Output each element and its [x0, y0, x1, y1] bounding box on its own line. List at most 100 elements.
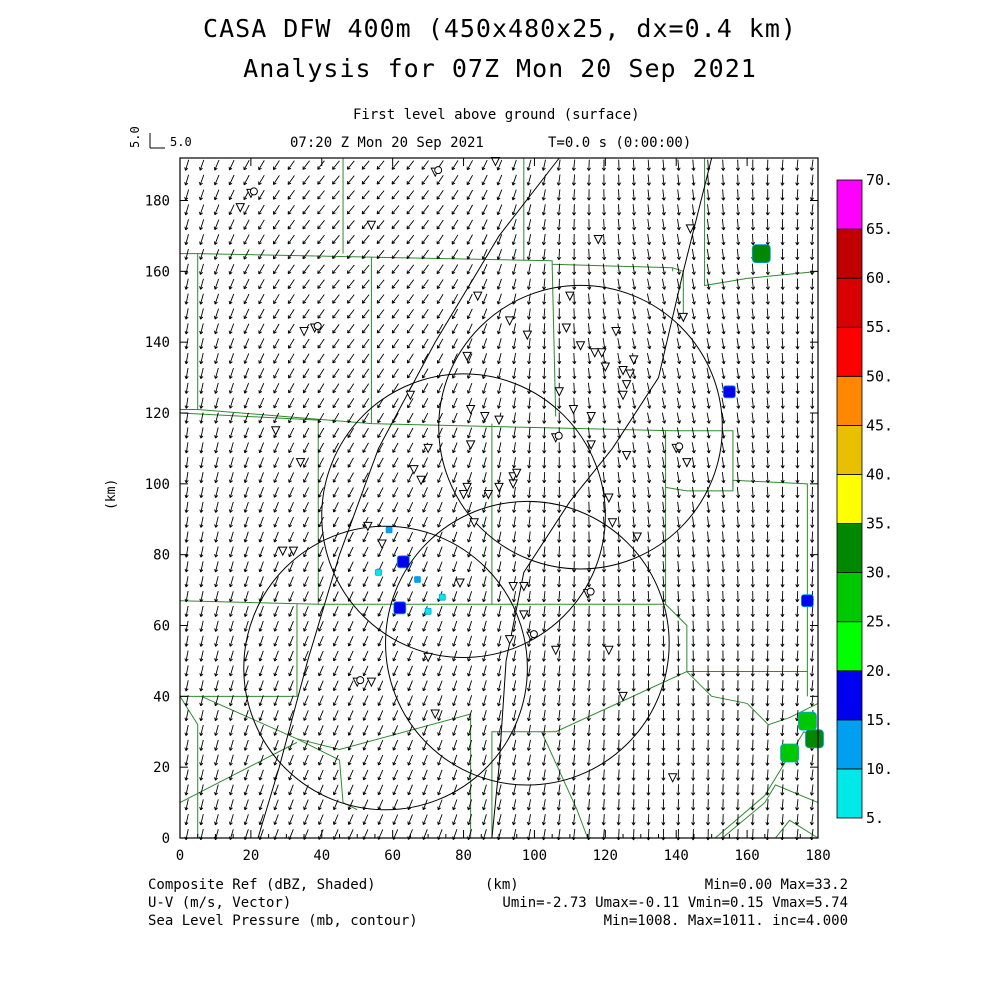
wind-vector-1562	[676, 814, 681, 826]
wind-vector-1109	[541, 233, 546, 246]
wind-vector-864	[452, 695, 458, 707]
wind-vector-1350	[617, 397, 622, 409]
wind-vector-499	[332, 740, 339, 751]
wind-vector-1178	[557, 576, 562, 588]
wind-vector-901	[467, 561, 473, 573]
wind-vector-167	[228, 591, 234, 603]
wind-vector-1213	[572, 412, 577, 424]
wind-vector-519	[347, 353, 355, 364]
colorbar-label-4: 25.	[866, 613, 893, 631]
wind-vector-1222	[572, 546, 577, 558]
wind-vector-1448	[647, 486, 652, 499]
x-tick-label-0: 0	[176, 848, 184, 864]
wind-vector-1127	[542, 501, 547, 513]
wind-vector-681	[392, 710, 399, 721]
wind-vector-1699	[720, 799, 725, 811]
wind-vector-300	[273, 516, 279, 528]
wind-vector-1089	[526, 620, 532, 632]
wind-vector-1841	[780, 174, 785, 186]
wind-vector-637	[377, 740, 384, 751]
wind-vector-726	[407, 695, 413, 707]
wind-vector-302	[273, 546, 279, 558]
wind-vector-703	[406, 353, 414, 364]
wind-vector-336	[288, 368, 295, 379]
wind-vector-1272	[586, 605, 591, 618]
wind-vector-356	[288, 665, 294, 677]
wind-vector-1934	[809, 189, 815, 201]
wind-vector-1972	[809, 754, 814, 766]
wind-vector-84	[199, 724, 204, 737]
station-marker-6	[277, 546, 288, 557]
wind-vector-182	[228, 814, 234, 826]
wind-vector-1795	[765, 174, 770, 186]
wind-vector-82	[199, 695, 204, 707]
wind-vector-468	[332, 279, 340, 289]
wind-vector-1446	[647, 457, 652, 469]
wind-vector-1172	[557, 486, 562, 499]
wind-vector-1066	[526, 278, 531, 290]
wind-vector-1170	[557, 457, 562, 469]
wind-vector-189	[243, 234, 250, 245]
wind-vector-634	[377, 695, 384, 706]
wind-vector-357	[288, 680, 294, 692]
wind-vector-1492	[661, 457, 667, 469]
wind-vector-913	[467, 739, 473, 751]
wind-vector-240	[258, 308, 265, 320]
wind-vector-737	[421, 175, 429, 185]
wind-vector-1067	[526, 293, 532, 305]
wind-vector-1257	[587, 382, 592, 394]
wind-vector-1833	[765, 739, 770, 751]
wind-vector-1649	[706, 739, 711, 751]
wind-vector-612	[377, 368, 385, 379]
wind-vector-812	[437, 606, 443, 617]
wind-vector-1391	[632, 323, 637, 335]
wind-vector-1720	[736, 427, 741, 439]
wind-vector-1914	[795, 576, 800, 588]
wind-vector-1215	[572, 442, 577, 454]
wind-vector-299	[273, 501, 279, 513]
wind-vector-1116	[542, 338, 547, 350]
wind-vector-384	[302, 398, 310, 409]
wind-vector-1742	[735, 754, 740, 766]
wind-vector-1596	[691, 635, 696, 647]
wind-vector-1953	[810, 471, 815, 484]
wind-vector-1372	[616, 724, 621, 737]
wind-vector-1820	[765, 546, 770, 558]
wind-vector-878	[466, 219, 473, 230]
wind-vector-1896	[795, 308, 800, 320]
wind-vector-371	[302, 205, 310, 215]
wind-vector-1663	[721, 263, 726, 275]
wind-vector-814	[437, 635, 443, 647]
wind-vector-438	[317, 516, 324, 528]
wind-vector-1864	[780, 516, 785, 528]
wind-vector-1030	[512, 427, 517, 439]
wind-vector-1462	[646, 695, 651, 707]
wind-vector-527	[347, 472, 354, 483]
wind-vector-185	[243, 174, 250, 186]
wind-vector-256	[258, 546, 264, 558]
wind-vector-905	[467, 620, 473, 632]
wind-vector-544	[347, 725, 354, 736]
wind-vector-424	[317, 309, 325, 319]
station-marker-34	[494, 415, 504, 426]
wind-vector-1194	[556, 814, 561, 826]
wind-vector-1155	[556, 233, 562, 246]
wind-vector-1003	[496, 709, 502, 722]
wind-vector-477	[332, 412, 340, 424]
footer-field-slp: Sea Level Pressure (mb, contour)	[148, 913, 418, 929]
wind-vector-1146	[541, 784, 546, 796]
wind-vector-197	[243, 353, 250, 364]
wind-vector-803	[437, 472, 443, 483]
wind-vector-676	[392, 635, 399, 647]
wind-vector-1166	[557, 397, 562, 409]
station-marker-51	[604, 493, 614, 504]
wind-vector-1950	[810, 427, 815, 439]
wind-vector-1037	[512, 531, 517, 543]
colorbar-swatch-6	[836, 474, 863, 524]
wind-vector-90	[199, 814, 204, 826]
wind-vector-1240	[571, 814, 576, 826]
station-marker-49	[568, 404, 579, 415]
wind-vector-765	[422, 591, 428, 602]
colorbar-swatch-10	[836, 277, 863, 328]
